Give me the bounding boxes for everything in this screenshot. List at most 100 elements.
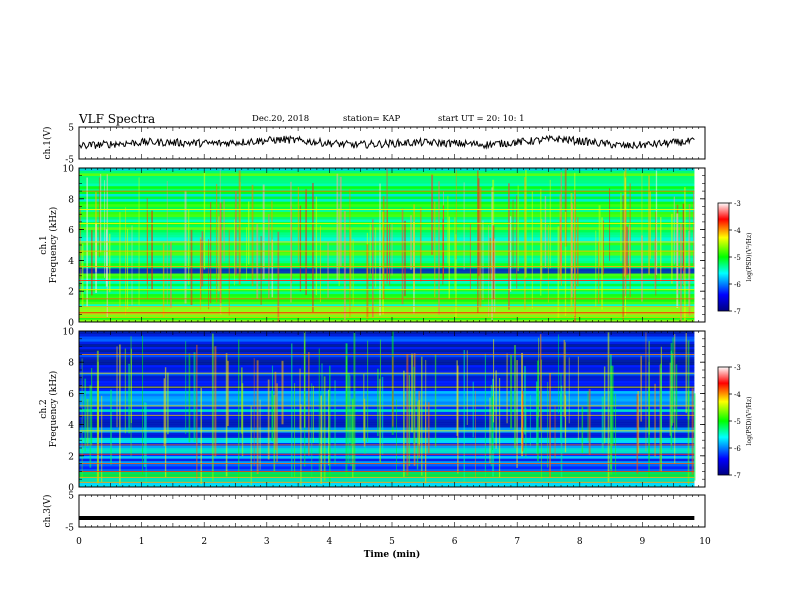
spectrogram-burst [188, 353, 191, 443]
spectrogram-burst [549, 373, 552, 478]
colorbar-tick-label: -3 [734, 364, 741, 372]
spectrogram-burst [680, 223, 682, 322]
spectrogram-burst [406, 353, 409, 476]
y-axis-label: Frequency (kHz) [48, 371, 59, 448]
spectrogram-burst [271, 239, 274, 298]
spectrogram-burst [233, 219, 235, 286]
spectrogram-burst [654, 383, 656, 457]
spectrogram-burst [563, 339, 566, 417]
spectrogram-burst [568, 357, 570, 424]
spectrogram-burst [386, 209, 388, 281]
spectrogram-burst [434, 201, 436, 298]
spectrogram-burst [81, 243, 84, 306]
spectrogram-burst [587, 391, 589, 441]
spectrogram-burst [675, 364, 678, 430]
x-tick-label: 8 [577, 537, 583, 547]
station-label: station= KAP [343, 114, 401, 124]
spectrogram-band [79, 306, 695, 310]
y-tick-label: -5 [65, 524, 74, 534]
spectrogram-burst [674, 334, 676, 464]
spectrogram-burst [248, 201, 250, 265]
spectrogram-burst [321, 363, 323, 464]
x-tick-label: 0 [76, 537, 82, 547]
spectrogram-burst [557, 226, 560, 319]
spectrogram-band [79, 354, 695, 358]
spectrogram-burst [491, 187, 493, 321]
spectrogram-burst [382, 196, 385, 299]
spectrogram-band [79, 401, 695, 405]
spectrogram-burst [271, 200, 273, 266]
spectrogram-band [79, 406, 695, 410]
colorbar-tick-label: -4 [734, 227, 741, 235]
y-tick-label: -5 [65, 156, 74, 166]
spectrogram-burst [564, 342, 566, 437]
spectrogram-burst [98, 177, 100, 258]
spectrogram-band [79, 298, 695, 302]
start-time-label: start UT = 20: 10: 1 [438, 114, 525, 124]
spectrogram-band [79, 437, 695, 441]
spectrogram-burst [521, 390, 524, 452]
colorbar-label: log(PSD)(V²/Hz) [746, 397, 753, 446]
colorbar-tick-label: -6 [734, 281, 741, 289]
spectrogram-burst [574, 172, 576, 317]
spectrogram-burst [609, 188, 611, 261]
spectrogram-burst [688, 203, 691, 316]
y-tick-label: 4 [68, 421, 74, 431]
spectrogram-burst [109, 233, 111, 293]
spectrogram-band [79, 440, 695, 444]
spectrogram-burst [349, 229, 352, 291]
spectrogram-burst [315, 196, 318, 296]
spectrogram-burst [554, 404, 556, 459]
spectrogram-burst [327, 242, 329, 298]
spectrogram-band [79, 346, 695, 350]
colorbar [717, 366, 730, 476]
spectrogram-burst [349, 375, 351, 442]
spectrogram-burst [184, 190, 187, 304]
spectrogram-burst [328, 389, 330, 466]
spectrogram-burst [626, 226, 629, 275]
spectrogram-burst [431, 174, 434, 255]
colorbar-tick-label: -4 [734, 391, 741, 399]
spectrogram-band [79, 468, 695, 472]
spectrogram-burst [577, 356, 579, 440]
spectrogram-burst [654, 238, 656, 289]
y-axis-label: ch.1 [39, 235, 49, 254]
spectrogram-burst [379, 183, 381, 316]
spectrogram-burst [125, 207, 127, 316]
colorbar-tick-label: -6 [734, 445, 741, 453]
y-tick-label: 5 [68, 492, 74, 502]
spectrogram-burst [377, 368, 379, 437]
spectrogram-burst [170, 241, 172, 308]
spectrogram-burst [110, 389, 112, 465]
spectrogram-burst [492, 339, 495, 423]
spectrogram-burst [517, 185, 519, 272]
spectrogram-burst [262, 184, 265, 280]
spectrogram-band [79, 338, 695, 342]
spectrogram-burst [648, 341, 650, 435]
spectrogram-burst [352, 239, 354, 307]
spectrogram-burst [506, 353, 508, 424]
y-tick-label: 2 [68, 452, 74, 462]
spectrogram-burst [463, 182, 465, 270]
spectrogram-burst [602, 220, 605, 275]
spectrogram-burst [490, 384, 492, 467]
spectrogram-burst [91, 368, 93, 446]
y-tick-label: 10 [63, 165, 75, 175]
spectrogram-burst [466, 350, 468, 425]
spectrogram-band [79, 311, 695, 315]
spectrogram-burst [559, 194, 561, 282]
spectrogram-band [79, 422, 695, 425]
spectrogram-burst [411, 353, 414, 433]
spectrogram-burst [547, 381, 549, 468]
spectrogram-burst [509, 216, 512, 292]
spectrogram-burst [89, 385, 92, 468]
spectrogram-band [79, 333, 695, 337]
spectrogram-band [79, 309, 695, 313]
spectrogram-burst [688, 230, 690, 307]
spectrogram-burst [623, 171, 626, 277]
spectrogram-burst [100, 173, 102, 253]
spectrogram-burst [622, 195, 624, 320]
spectrogram-band [79, 471, 695, 475]
spectrogram-burst [276, 383, 278, 463]
spectrogram-band [79, 398, 695, 402]
